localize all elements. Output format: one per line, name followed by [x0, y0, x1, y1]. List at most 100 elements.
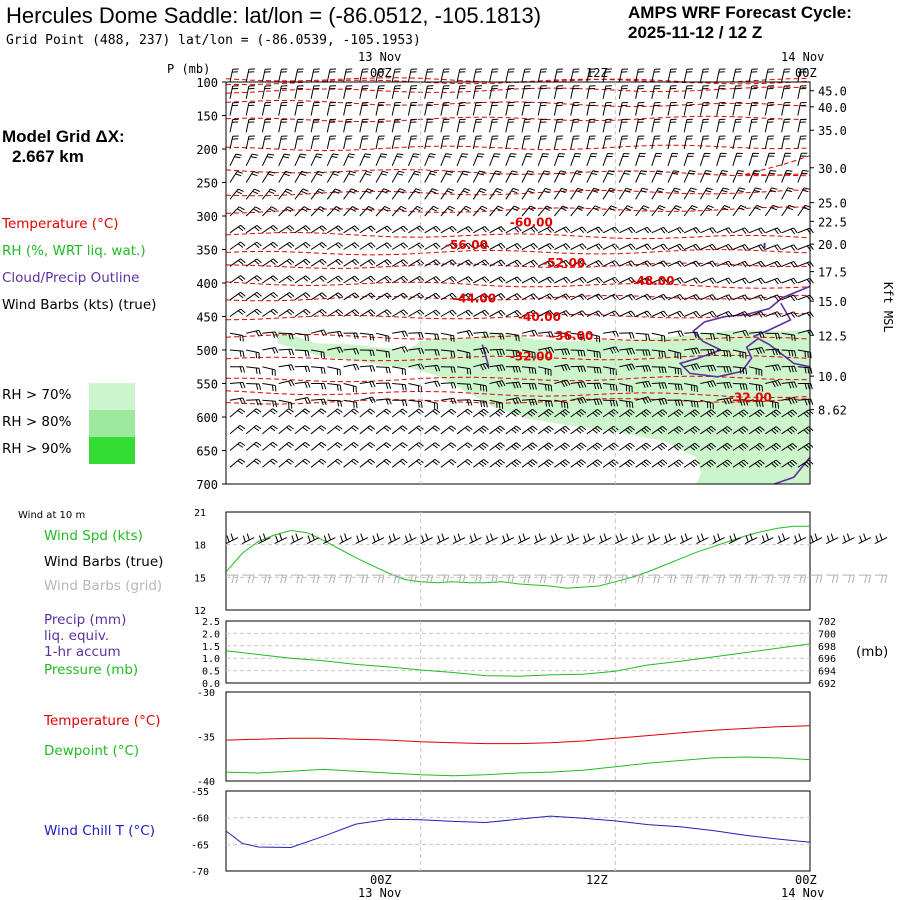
wind-barb	[554, 205, 569, 217]
wind-barb	[749, 331, 765, 338]
wind-barb	[554, 399, 569, 409]
wind-barb	[456, 85, 466, 99]
wind-barb	[489, 259, 506, 267]
wind-barb	[521, 226, 538, 234]
legend-rh80-swatch	[89, 410, 135, 437]
wind-barb	[278, 399, 293, 409]
wind-barb	[408, 383, 422, 393]
wind-barb	[716, 152, 727, 166]
wind-barb	[732, 102, 742, 116]
wind-barb	[424, 118, 434, 133]
pressure-tick-label: 700	[196, 478, 218, 492]
wind-barb	[489, 309, 506, 317]
wind-barb	[586, 442, 603, 451]
wind-tick-label: 18	[194, 541, 206, 552]
wind-barb	[472, 118, 483, 133]
wind-barb	[602, 293, 620, 301]
wind-barb	[472, 85, 483, 99]
wind-barb	[359, 205, 375, 217]
wind-barb	[456, 425, 473, 435]
precip-tick-label: 1.5	[202, 642, 220, 653]
wind-barb	[570, 205, 585, 217]
temperature-contour	[225, 281, 811, 289]
wind-barb	[619, 243, 636, 251]
wind-barb	[781, 332, 796, 342]
wind-barb	[278, 68, 288, 83]
legend-temp-sfc: Temperature (°C)	[44, 713, 161, 729]
wind-barb	[489, 85, 499, 99]
pressure-tick-label: 550	[196, 378, 218, 392]
wind-barb	[521, 408, 538, 418]
wind-barb	[245, 224, 262, 234]
wind-barb	[424, 309, 441, 317]
wind-barb	[586, 118, 596, 133]
wind-barb	[311, 398, 327, 406]
wind-barb	[748, 366, 763, 376]
wind-barb	[440, 225, 457, 234]
wind-barb	[716, 170, 728, 183]
wind-barb	[667, 459, 684, 468]
wind-barb	[570, 276, 587, 284]
wind-barb	[635, 310, 652, 318]
wind-barb-true	[696, 533, 709, 545]
wind-barb	[245, 85, 255, 99]
wind-barb	[505, 381, 522, 389]
wind-barb	[343, 206, 358, 217]
wind-barb	[781, 311, 798, 318]
wind-barb	[781, 170, 793, 183]
wind-barb	[619, 383, 633, 393]
pressure-sfc-tick-label: 694	[818, 667, 836, 678]
wind-barb	[781, 118, 791, 133]
legend-rh90: RH > 90%	[2, 441, 72, 457]
wind-barb	[537, 102, 547, 116]
wind-barb	[651, 226, 668, 234]
wind-barb	[700, 380, 717, 388]
wind-barb	[667, 85, 677, 99]
wind-barb	[683, 294, 701, 301]
wind-barb	[391, 188, 406, 200]
wind-barb	[537, 85, 547, 99]
wind-barb	[651, 170, 664, 183]
wind-barb	[359, 118, 369, 133]
forecast-cycle-value: 2025-11-12 / 12 Z	[628, 23, 763, 42]
wind-barb	[359, 425, 376, 435]
cloud-outline	[678, 337, 811, 378]
wind-barb	[294, 135, 304, 150]
pressure-tick-label: 500	[196, 344, 218, 358]
wind-barb-grid	[858, 574, 872, 584]
wind-barb	[440, 170, 454, 183]
wind-barb	[699, 187, 713, 200]
wind-barb	[651, 425, 668, 435]
wind-barb	[310, 329, 328, 337]
wind-barb	[343, 348, 360, 355]
wind-barb	[667, 152, 679, 166]
wind-barb	[375, 153, 388, 166]
wind-barb	[245, 118, 255, 133]
wind-barb	[651, 332, 666, 342]
wind-barb	[262, 308, 279, 317]
wind-barb-true	[533, 533, 547, 545]
wind-barb	[635, 293, 652, 301]
legend-rh80: RH > 80%	[2, 414, 72, 430]
wind-barb	[326, 135, 337, 150]
wind-barb	[505, 425, 522, 435]
wind-barb	[391, 205, 407, 217]
wind-barb	[262, 425, 278, 435]
height-tick-label: 45.0	[818, 85, 847, 99]
wind-tick-label: 21	[194, 508, 206, 519]
pressure-tick-label: 350	[196, 244, 218, 258]
wind-barb	[586, 170, 599, 183]
wind-barb	[456, 309, 473, 317]
wind-barb	[781, 187, 794, 200]
wind-barb	[765, 364, 782, 372]
wind-barb	[586, 153, 598, 166]
wind-barb	[765, 260, 782, 268]
wind-barb	[229, 118, 239, 133]
wind-barb-true	[387, 533, 401, 545]
wind-barb	[440, 309, 457, 317]
wind-barb	[456, 153, 468, 166]
wind-barb	[635, 205, 650, 217]
wind-barb-grid	[404, 574, 417, 584]
wind-barb	[765, 332, 781, 340]
